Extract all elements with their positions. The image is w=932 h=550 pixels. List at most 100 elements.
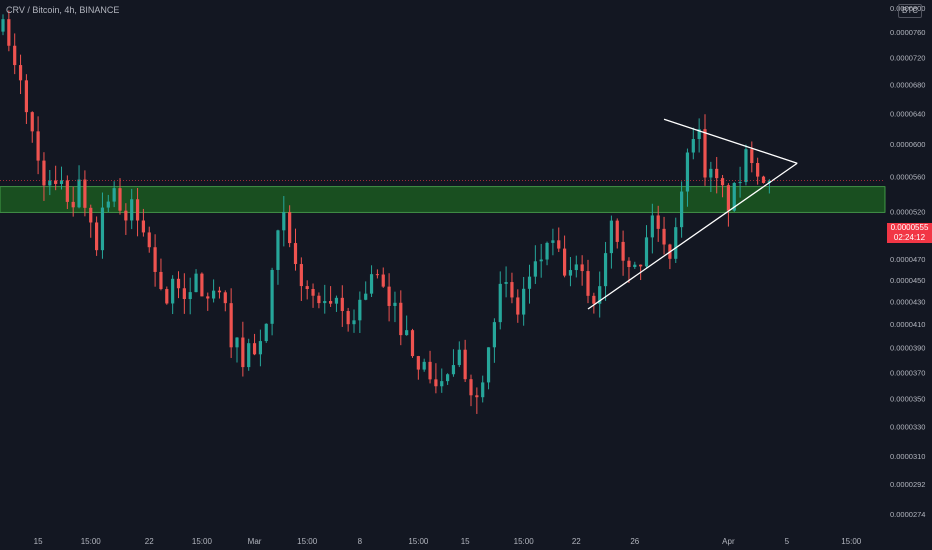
y-tick-label: 0.0000350 [890, 395, 925, 404]
candle-body [539, 259, 543, 262]
candle-body [317, 295, 321, 304]
y-tick-label: 0.0000274 [890, 510, 925, 519]
candle-body [71, 201, 75, 208]
candle-body [135, 199, 140, 221]
candle-body [194, 273, 198, 293]
x-tick-label: Apr [722, 537, 735, 546]
candle-body [200, 273, 204, 297]
candle-body [644, 237, 649, 267]
candle-body [662, 228, 666, 245]
currency-badge[interactable]: BTC [898, 4, 922, 18]
candle-body [498, 283, 502, 323]
last-price-value: 0.0000555 [890, 223, 929, 232]
candle-body [13, 45, 17, 66]
candle-body [504, 282, 508, 284]
candle-body [329, 301, 333, 304]
candle-body [627, 260, 631, 268]
candle-body [568, 270, 573, 276]
candle-body [305, 286, 309, 290]
candle-body [106, 201, 110, 208]
candle-body [352, 320, 356, 325]
candle-body [153, 247, 157, 272]
candle-body [709, 168, 713, 178]
candle-body [188, 292, 192, 300]
candle-body [112, 188, 116, 202]
candle-body [603, 253, 608, 287]
candle-body [481, 382, 485, 398]
candle-body [592, 295, 596, 304]
y-tick-label: 0.0000720 [890, 54, 925, 63]
candle-body [141, 220, 145, 233]
candle-body [77, 179, 81, 208]
x-tick-label: 22 [145, 537, 154, 546]
candle-body [165, 289, 169, 304]
candle-body [410, 330, 415, 357]
y-tick-label: 0.0000330 [890, 422, 925, 431]
candle-body [48, 180, 52, 186]
candle-body [510, 282, 514, 298]
candle-body [527, 276, 532, 289]
candle-body [18, 65, 23, 81]
candle-body [299, 264, 303, 287]
candle-body [276, 230, 280, 270]
candle-body [756, 163, 760, 177]
y-tick-label: 0.0000470 [890, 255, 925, 264]
trendline-lower [587, 162, 798, 310]
candle-body [545, 242, 549, 260]
candle-body [416, 356, 420, 370]
candle-body [264, 323, 268, 342]
candle-body [124, 210, 128, 221]
y-tick-label: 0.0000640 [890, 109, 925, 118]
candle-body [358, 299, 362, 321]
candle-body [130, 199, 134, 221]
y-tick-label: 0.0000600 [890, 140, 925, 149]
candle-body [440, 381, 444, 387]
x-tick-label: Mar [248, 537, 262, 546]
y-tick-label: 0.0000410 [890, 320, 925, 329]
x-tick-label: 15:00 [514, 537, 535, 546]
candle-body [639, 264, 643, 267]
candle-body [89, 207, 93, 223]
candle-body [54, 180, 58, 184]
candle-body [767, 180, 771, 183]
y-tick-label: 0.0000390 [890, 343, 925, 352]
candle-body [492, 322, 496, 348]
y-tick-label: 0.0000760 [890, 28, 925, 37]
candle-body [95, 222, 99, 251]
candle-body [182, 288, 186, 300]
candle-body [270, 269, 274, 324]
candle-body [223, 292, 227, 304]
candle-body [364, 293, 368, 300]
x-tick-label: 5 [785, 537, 790, 546]
candle-body [65, 180, 69, 202]
candle-body [252, 343, 257, 355]
candle-body [24, 80, 28, 113]
candle-body [463, 349, 467, 380]
candle-body [369, 274, 374, 294]
candle-body [405, 330, 409, 336]
candle-body [375, 274, 379, 276]
y-tick-label: 0.0000800 [890, 4, 925, 13]
candle-body [574, 264, 578, 271]
candle-body [516, 297, 520, 315]
candle-body [580, 264, 584, 272]
candle-body [697, 129, 701, 140]
y-tick-label: 0.0000370 [890, 368, 925, 377]
y-tick-label: 0.0000310 [890, 452, 925, 461]
x-tick-label: 15:00 [408, 537, 429, 546]
candle-body [387, 286, 391, 306]
candle-body [334, 297, 339, 304]
candle-body [621, 241, 625, 261]
candle-body [633, 264, 637, 268]
candle-body [761, 176, 766, 183]
candle-body [381, 274, 385, 287]
x-tick-label: 15:00 [192, 537, 213, 546]
candle-body [674, 227, 678, 259]
candle-body [475, 395, 479, 398]
candle-body [171, 278, 175, 304]
candle-body [247, 343, 251, 368]
candle-body [615, 220, 619, 242]
candle-body [563, 248, 567, 276]
candle-body [650, 215, 654, 238]
